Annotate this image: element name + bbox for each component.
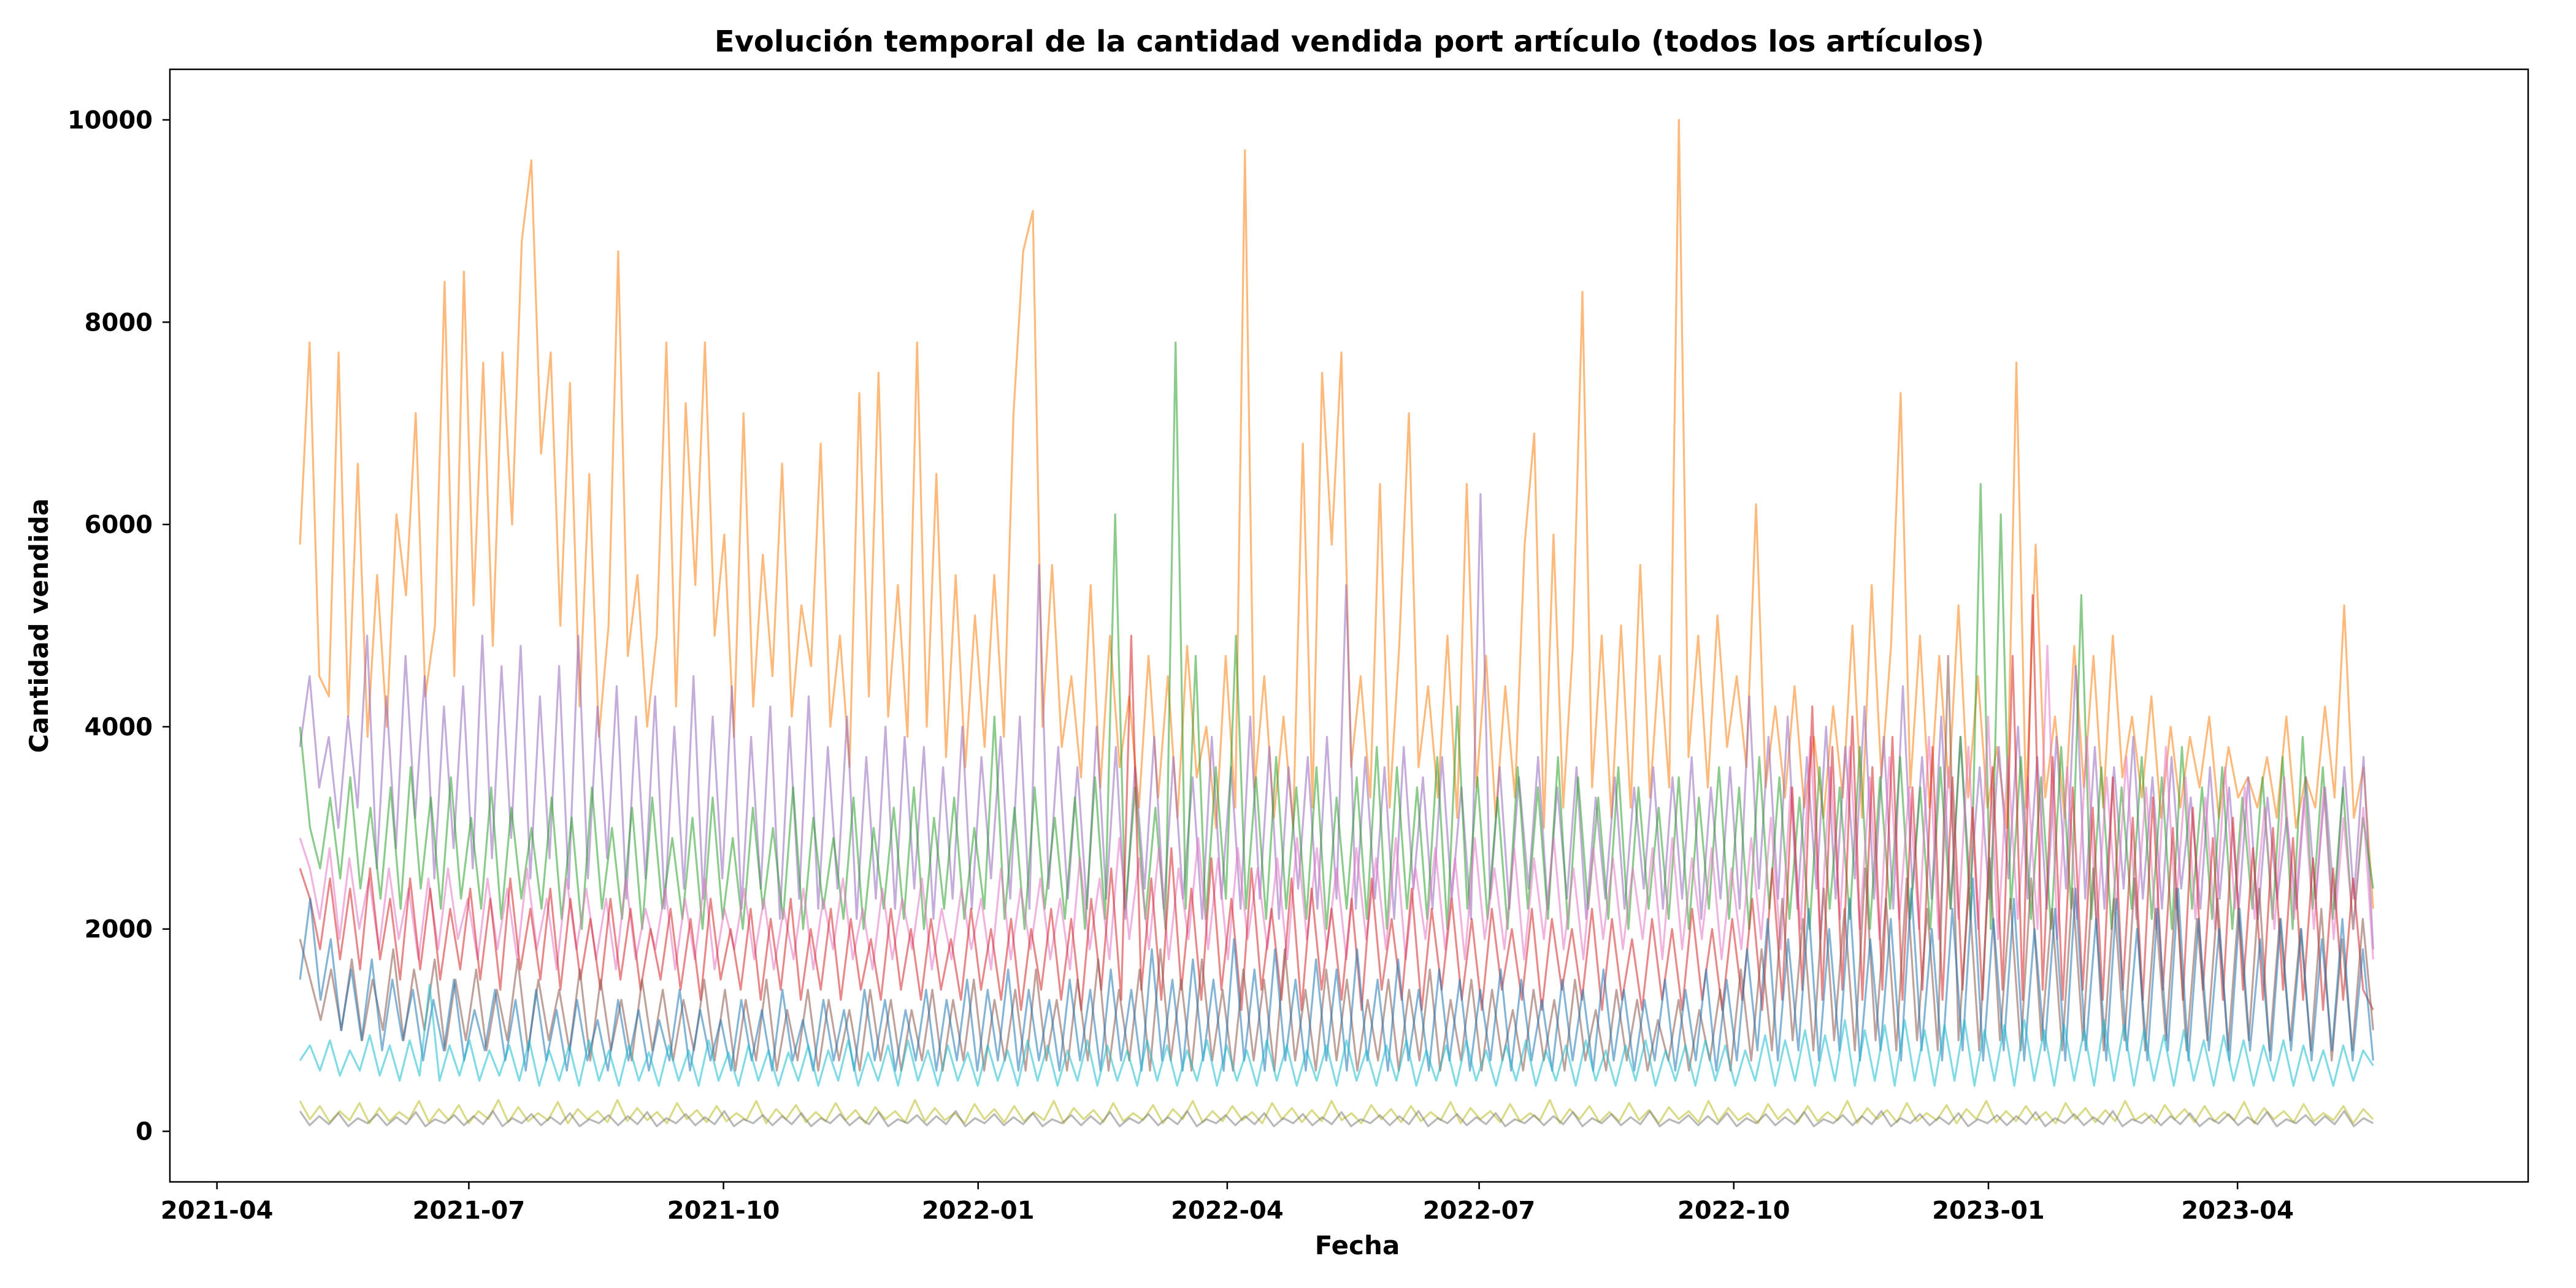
series-line-2 — [299, 341, 2374, 930]
x-tick-label: 2021-07 — [413, 1197, 526, 1225]
y-tick-label: 0 — [136, 1118, 153, 1146]
tick-layer: 2021-04 2021-07 2021-10 2022-01 2022-04 2022-… — [67, 106, 2294, 1225]
plot-frame — [169, 68, 2529, 1183]
y-tick-label: 8000 — [85, 309, 153, 337]
y-tick-label: 10000 — [67, 106, 153, 134]
series-line-4 — [299, 594, 2374, 1011]
x-tick-label: 2022-04 — [1171, 1197, 1284, 1225]
x-tick-label: 2023-04 — [2181, 1197, 2294, 1225]
x-tick-label: 2021-04 — [161, 1197, 274, 1225]
series-line-9 — [299, 1110, 2374, 1127]
y-tick-label: 4000 — [85, 713, 153, 742]
series-layer — [299, 118, 2374, 1127]
chart-title: Evolución temporal de la cantidad vendid… — [715, 25, 1984, 59]
y-tick-label: 6000 — [85, 511, 153, 539]
y-axis-label: Cantidad vendida — [24, 498, 54, 753]
series-line-5 — [299, 654, 2374, 1072]
x-tick-label: 2022-01 — [922, 1197, 1035, 1225]
series-line-7 — [299, 983, 2374, 1087]
x-tick-label: 2022-07 — [1423, 1197, 1536, 1225]
x-tick-label: 2022-10 — [1677, 1197, 1790, 1225]
x-tick-label: 2021-10 — [667, 1197, 780, 1225]
series-line-8 — [299, 1098, 2374, 1124]
series-line-6 — [299, 877, 2374, 1072]
x-tick-label: 2023-01 — [1932, 1197, 2045, 1225]
x-axis-label: Fecha — [1315, 1230, 1400, 1260]
y-tick-label: 2000 — [85, 916, 153, 944]
